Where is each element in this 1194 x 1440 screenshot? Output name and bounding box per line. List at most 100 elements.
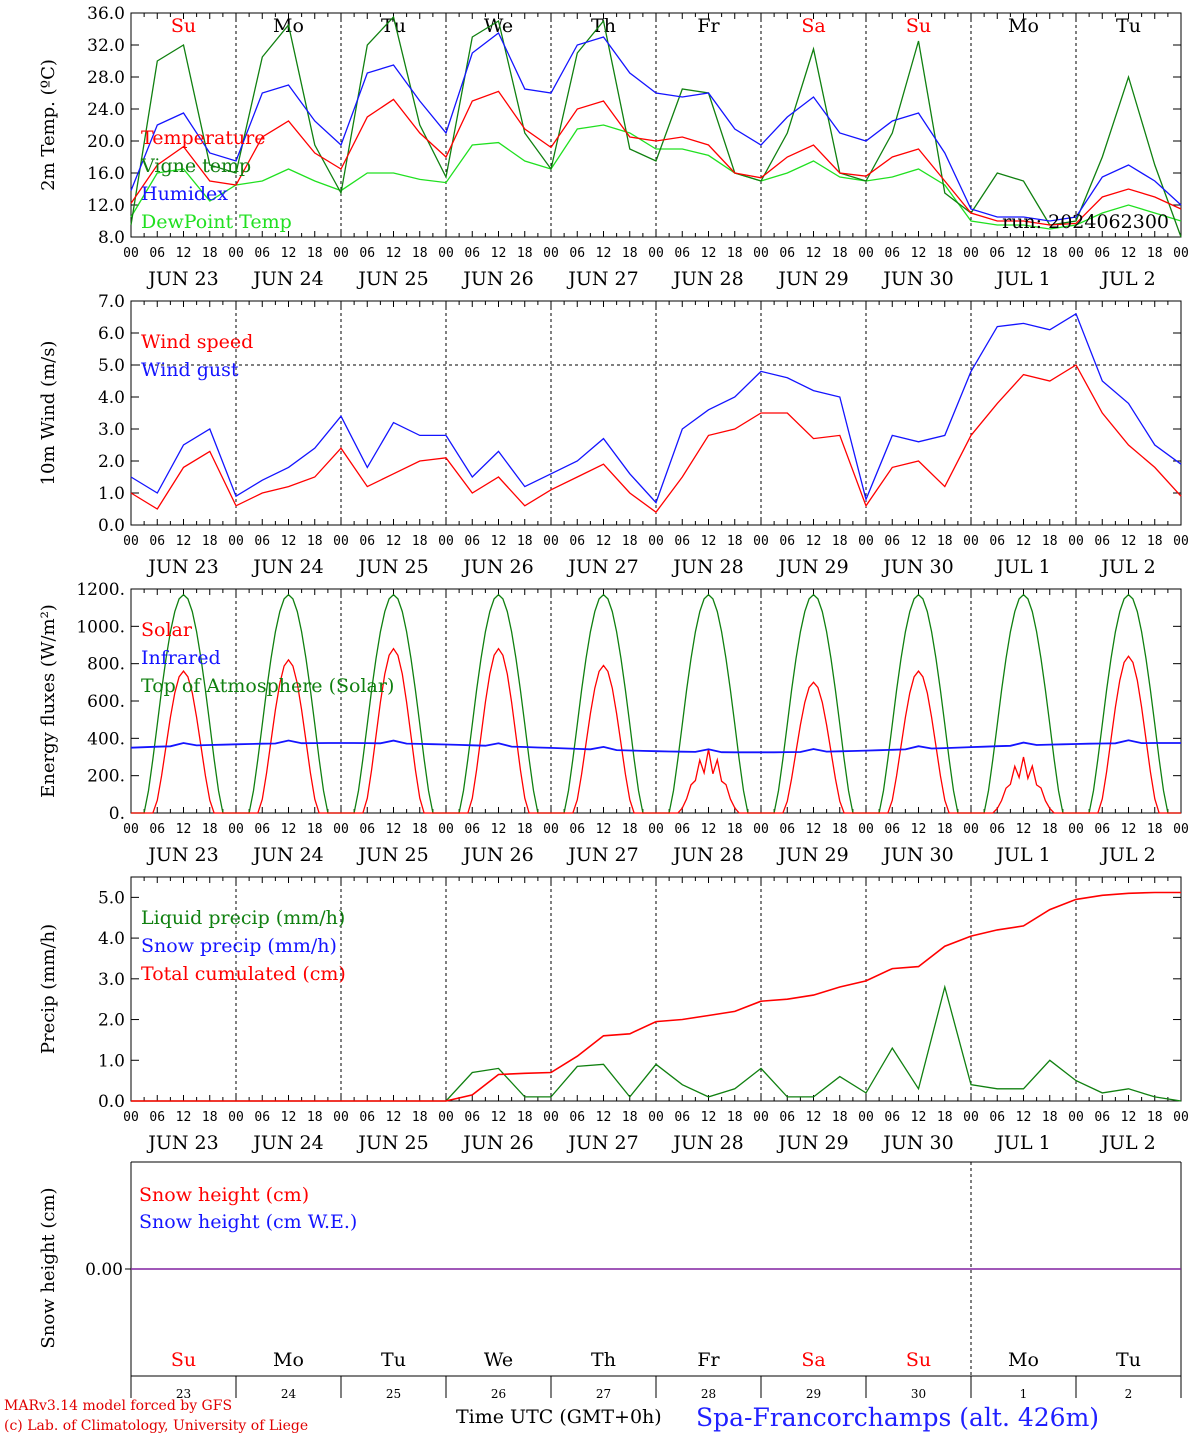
day-name: Su xyxy=(171,1349,196,1371)
day-name: Fr xyxy=(697,1349,720,1371)
date-label: JUN 23 xyxy=(146,1132,218,1154)
hour-tick-label: 18 xyxy=(622,1110,638,1125)
date-label: JUN 24 xyxy=(251,268,323,290)
hour-tick-label: 06 xyxy=(989,534,1005,549)
day-number: 28 xyxy=(701,1387,716,1401)
y-tick-label: 3.0 xyxy=(98,420,125,440)
hour-tick-label: 12 xyxy=(176,534,192,549)
hour-tick-label: 18 xyxy=(1147,1110,1163,1125)
date-label: JUN 27 xyxy=(566,1132,638,1154)
hour-tick-label: 00 xyxy=(648,822,664,837)
hour-tick-label: 00 xyxy=(228,246,244,261)
date-label: JUL 1 xyxy=(994,844,1050,866)
y-tick-label: 1.0 xyxy=(98,484,125,504)
hour-tick-label: 18 xyxy=(307,1110,323,1125)
hour-tick-label: 00 xyxy=(753,1110,769,1125)
hour-tick-label: 18 xyxy=(937,1110,953,1125)
hour-tick-label: 12 xyxy=(386,1110,402,1125)
hour-tick-label: 18 xyxy=(937,534,953,549)
date-label: JUL 2 xyxy=(1099,1132,1155,1154)
panel-frame-1 xyxy=(130,12,1182,238)
hour-tick-label: 06 xyxy=(149,534,165,549)
date-label: JUL 1 xyxy=(994,268,1050,290)
y-tick-label: 6.0 xyxy=(98,324,125,344)
hour-tick-label: 12 xyxy=(1121,246,1137,261)
date-label: JUL 1 xyxy=(994,1132,1050,1154)
hour-tick-label: 00 xyxy=(753,822,769,837)
hour-tick-label: 06 xyxy=(674,1110,690,1125)
hour-tick-label: 18 xyxy=(1147,822,1163,837)
hour-tick-label: 06 xyxy=(569,534,585,549)
hour-tick-label: 06 xyxy=(149,246,165,261)
day-name: Su xyxy=(906,1349,931,1371)
day-name: Su xyxy=(171,15,196,37)
y-tick-label: 0.0 xyxy=(98,516,125,536)
day-name: Mo xyxy=(1008,15,1039,37)
hour-tick-label: 06 xyxy=(884,822,900,837)
hour-tick-label: 06 xyxy=(569,822,585,837)
hour-tick-label: 06 xyxy=(674,246,690,261)
day-name: Tu xyxy=(1116,15,1141,37)
hour-tick-label: 12 xyxy=(806,822,822,837)
hour-tick-label: 12 xyxy=(176,1110,192,1125)
date-label: JUN 30 xyxy=(881,268,953,290)
y-tick-label: 8.0 xyxy=(98,228,125,248)
hour-tick-label: 06 xyxy=(779,1110,795,1125)
hour-tick-label: 12 xyxy=(386,822,402,837)
hour-tick-label: 00 xyxy=(963,822,979,837)
legend-entry: Solar xyxy=(141,619,193,641)
y-tick-label: 5.0 xyxy=(98,356,125,376)
hour-tick-label: 06 xyxy=(1094,246,1110,261)
legend-entry: Vigne temp xyxy=(140,155,251,177)
hour-tick-label: 18 xyxy=(937,246,953,261)
hour-tick-label: 18 xyxy=(202,534,218,549)
date-label: JUL 2 xyxy=(1099,556,1155,578)
hour-tick-label: 00 xyxy=(543,246,559,261)
hour-tick-label: 00 xyxy=(543,534,559,549)
hour-tick-label: 06 xyxy=(779,822,795,837)
hour-tick-label: 00 xyxy=(1068,1110,1084,1125)
hour-tick-label: 00 xyxy=(228,822,244,837)
day-number: 27 xyxy=(596,1387,611,1401)
hour-tick-label: 00 xyxy=(123,246,139,261)
hour-tick-label: 06 xyxy=(254,822,270,837)
hour-tick-label: 18 xyxy=(727,822,743,837)
y-tick-label: 32.0 xyxy=(87,36,125,56)
panel-frame-3 xyxy=(130,588,1182,814)
hour-tick-label: 18 xyxy=(412,534,428,549)
date-label: JUN 24 xyxy=(251,844,323,866)
day-name: Tu xyxy=(381,1349,406,1371)
series-temperature xyxy=(130,90,1182,226)
date-label: JUN 29 xyxy=(776,556,848,578)
date-label: JUN 23 xyxy=(146,556,218,578)
hour-tick-label: 18 xyxy=(1042,246,1058,261)
hour-tick-label: 00 xyxy=(648,534,664,549)
series-wind-speed xyxy=(130,364,1182,514)
day-name: We xyxy=(484,1349,513,1371)
legend-entry: DewPoint Temp xyxy=(141,211,292,233)
day-name: Th xyxy=(591,1349,616,1371)
hour-tick-label: 06 xyxy=(1094,1110,1110,1125)
hour-tick-label: 00 xyxy=(1068,246,1084,261)
hour-tick-label: 12 xyxy=(386,246,402,261)
y-tick-label: 20.0 xyxy=(87,132,125,152)
hour-tick-label: 12 xyxy=(596,246,612,261)
hour-tick-label: 12 xyxy=(1121,822,1137,837)
series-dewpoint-temp xyxy=(130,124,1182,230)
hour-tick-label: 12 xyxy=(806,1110,822,1125)
hour-tick-label: 06 xyxy=(359,534,375,549)
legend-entry: Top of Atmosphere (Solar) xyxy=(141,675,394,697)
hour-tick-label: 06 xyxy=(779,534,795,549)
hour-tick-label: 18 xyxy=(832,534,848,549)
y-axis-label: Energy fluxes (W/m²) xyxy=(38,604,59,798)
hour-tick-label: 06 xyxy=(1094,534,1110,549)
hour-tick-label: 18 xyxy=(412,822,428,837)
day-number: 2 xyxy=(1125,1387,1133,1401)
date-label: JUN 25 xyxy=(356,268,428,290)
y-tick-label: 3.0 xyxy=(98,970,125,990)
date-label: JUN 30 xyxy=(881,1132,953,1154)
legend-entry: Temperature xyxy=(141,127,265,149)
hour-tick-label: 00 xyxy=(228,1110,244,1125)
hour-tick-label: 00 xyxy=(438,534,454,549)
hour-tick-label: 00 xyxy=(543,1110,559,1125)
